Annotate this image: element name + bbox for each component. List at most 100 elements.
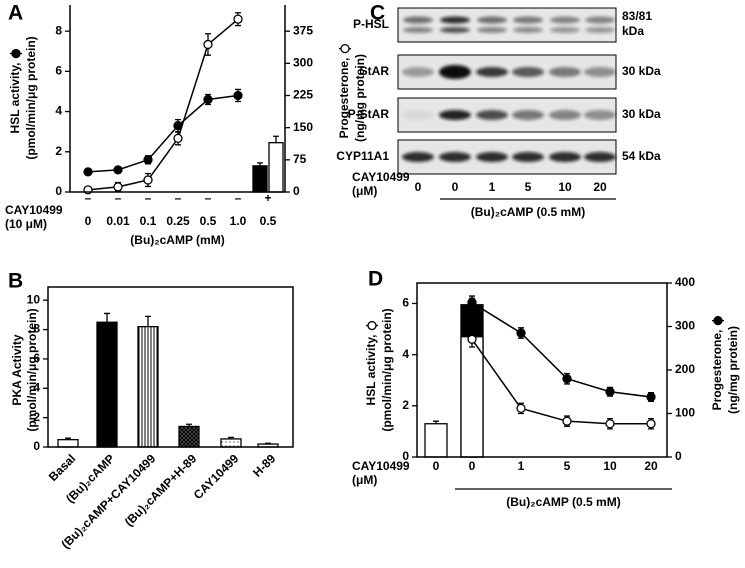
group-label: (Bu)₂cAMP (0.5 mM) bbox=[471, 205, 585, 219]
treatment-value: – bbox=[235, 191, 242, 205]
tick-label: 6 bbox=[55, 64, 62, 78]
point bbox=[562, 374, 572, 384]
axis-title-symbol bbox=[340, 43, 350, 54]
x-tick-label: 10 bbox=[603, 459, 617, 473]
tick-label: 2 bbox=[402, 398, 409, 412]
band bbox=[585, 27, 615, 33]
tick-label: 150 bbox=[293, 120, 313, 134]
band bbox=[439, 152, 471, 162]
tick-label: 0 bbox=[402, 449, 409, 463]
band bbox=[439, 65, 471, 79]
point bbox=[605, 419, 615, 429]
axis-title: HSL activity, bbox=[8, 63, 22, 134]
x-tick-label: 20 bbox=[644, 459, 658, 473]
size-label: kDa bbox=[622, 24, 644, 38]
axis-title: Progesterone, bbox=[710, 330, 724, 411]
tick-label: 4 bbox=[402, 347, 409, 361]
band bbox=[549, 152, 581, 162]
panel-letter: C bbox=[370, 2, 385, 25]
point bbox=[467, 297, 477, 308]
line bbox=[471, 338, 651, 425]
band bbox=[403, 27, 433, 33]
lane-label: 10 bbox=[558, 180, 572, 194]
axis-title-symbol bbox=[11, 48, 21, 59]
tick-label: 300 bbox=[675, 319, 695, 333]
x-tick-label: 1 bbox=[518, 459, 525, 473]
line bbox=[87, 18, 239, 191]
band bbox=[584, 152, 616, 162]
x-tick-label: H-89 bbox=[250, 451, 279, 480]
band bbox=[440, 16, 470, 24]
tick-label: 2 bbox=[55, 144, 62, 158]
tick-label: 8 bbox=[55, 23, 62, 37]
axis-title-symbol bbox=[367, 320, 377, 331]
band bbox=[512, 67, 544, 77]
size-label: 30 kDa bbox=[622, 107, 661, 121]
axis-frame bbox=[69, 5, 286, 193]
bar bbox=[220, 438, 242, 448]
band bbox=[584, 67, 616, 77]
row-label: (μM) bbox=[352, 473, 377, 487]
size-label: 83/81 bbox=[622, 9, 652, 23]
error-bar bbox=[273, 135, 279, 143]
x-tick-label: Basal bbox=[46, 451, 79, 484]
row-label: StAR bbox=[360, 64, 390, 78]
tick-label: 8 bbox=[33, 322, 40, 336]
tick-label: 6 bbox=[33, 351, 40, 365]
x-tick-label: 0.1 bbox=[140, 214, 157, 228]
point bbox=[203, 39, 213, 50]
axis-frame bbox=[47, 286, 294, 448]
x-tick-label: 0 bbox=[85, 214, 92, 228]
axis-title: HSL activity, bbox=[364, 335, 378, 406]
x-tick-label: 0 bbox=[469, 459, 476, 473]
tick-label: 400 bbox=[675, 275, 695, 289]
treatment-value: – bbox=[115, 191, 122, 205]
row-label: CAY10499 bbox=[5, 203, 63, 217]
x-tick-label: 0.25 bbox=[166, 214, 190, 228]
row-label: (μM) bbox=[352, 184, 377, 198]
panel-letter: A bbox=[8, 2, 23, 25]
treatment-value: – bbox=[205, 191, 212, 205]
line bbox=[87, 94, 239, 173]
band bbox=[403, 16, 433, 24]
point bbox=[173, 133, 183, 144]
point bbox=[113, 165, 123, 175]
point bbox=[173, 120, 183, 131]
bar bbox=[96, 321, 118, 448]
treatment-value: – bbox=[145, 191, 152, 205]
lane-label: 0 bbox=[452, 180, 459, 194]
size-label: 54 kDa bbox=[622, 149, 661, 163]
bar bbox=[178, 425, 200, 448]
band bbox=[512, 152, 544, 162]
error-bar bbox=[104, 312, 110, 323]
bar bbox=[424, 423, 448, 458]
band bbox=[476, 152, 508, 162]
point bbox=[203, 94, 213, 105]
lane-label: 20 bbox=[593, 180, 607, 194]
axis-title: (pmol/min/μg protein) bbox=[24, 36, 38, 159]
x-tick-label: 5 bbox=[564, 459, 571, 473]
point bbox=[83, 167, 93, 177]
x-tick-label: 0.5 bbox=[200, 214, 217, 228]
band bbox=[550, 16, 580, 24]
point bbox=[516, 403, 526, 414]
point bbox=[467, 334, 477, 344]
band bbox=[477, 27, 507, 33]
bar bbox=[268, 142, 284, 193]
x-tick-label: 1.0 bbox=[230, 214, 247, 228]
treatment-value: – bbox=[85, 191, 92, 205]
point bbox=[233, 14, 243, 24]
band bbox=[402, 67, 434, 77]
tick-label: 375 bbox=[293, 23, 313, 37]
tick-label: 4 bbox=[55, 104, 62, 118]
axis-frame bbox=[416, 282, 668, 458]
axis-title: Progesterone, bbox=[337, 58, 351, 139]
axis-title: (ng/mg protein) bbox=[726, 326, 740, 414]
panel-letter: D bbox=[368, 268, 383, 291]
band bbox=[440, 27, 470, 33]
lane-label: 1 bbox=[489, 180, 496, 194]
band bbox=[402, 110, 434, 120]
x-tick-label: (Bu)₂cAMP+H-89 bbox=[122, 451, 200, 529]
band bbox=[477, 16, 507, 24]
band bbox=[476, 67, 508, 77]
